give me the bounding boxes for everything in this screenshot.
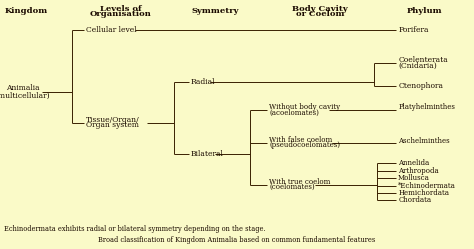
Text: Kingdom: Kingdom xyxy=(4,7,48,15)
Text: Annelida: Annelida xyxy=(398,159,429,167)
Text: (multicellular): (multicellular) xyxy=(0,92,50,100)
Text: Platyhelminthes: Platyhelminthes xyxy=(398,103,455,111)
Text: Mollusca: Mollusca xyxy=(398,174,430,182)
Text: Porifera: Porifera xyxy=(398,26,428,34)
Text: Chordata: Chordata xyxy=(398,196,431,204)
Text: Body Cavity: Body Cavity xyxy=(292,5,348,13)
Text: Phylum: Phylum xyxy=(406,7,442,15)
Text: *Echinodermata: *Echinodermata xyxy=(398,182,456,189)
Text: (acoelomates): (acoelomates) xyxy=(269,109,319,117)
Text: Tissue/Organ/: Tissue/Organ/ xyxy=(86,116,140,124)
Text: Without body cavity: Without body cavity xyxy=(269,103,340,111)
Text: Hemichordata: Hemichordata xyxy=(398,189,449,197)
Text: (pseudocoelomates): (pseudocoelomates) xyxy=(269,141,340,149)
Text: Symmetry: Symmetry xyxy=(192,7,239,15)
Text: Aschelminthes: Aschelminthes xyxy=(398,137,450,145)
Text: Bilateral: Bilateral xyxy=(191,150,223,158)
Text: Cellular level: Cellular level xyxy=(86,26,137,34)
Text: (Cnidaria): (Cnidaria) xyxy=(398,62,437,69)
Text: Echinodermata exhibits radial or bilateral symmetry depending on the stage.: Echinodermata exhibits radial or bilater… xyxy=(4,225,265,233)
Text: With true coelom: With true coelom xyxy=(269,178,330,186)
Text: Arthropoda: Arthropoda xyxy=(398,167,439,175)
Text: Coelenterata: Coelenterata xyxy=(398,56,448,64)
Text: (coelomates): (coelomates) xyxy=(269,183,315,191)
Text: Levels of: Levels of xyxy=(100,5,142,13)
Text: Organisation: Organisation xyxy=(90,10,152,18)
Text: Broad classification of Kingdom Animalia based on common fundamental features: Broad classification of Kingdom Animalia… xyxy=(99,236,375,244)
Text: or Coelom: or Coelom xyxy=(296,10,344,18)
Text: Animalia: Animalia xyxy=(6,84,39,92)
Text: Ctenophora: Ctenophora xyxy=(398,82,443,90)
Text: Radial: Radial xyxy=(191,78,215,86)
Text: With false coelom: With false coelom xyxy=(269,136,332,144)
Text: Organ system: Organ system xyxy=(86,121,139,129)
